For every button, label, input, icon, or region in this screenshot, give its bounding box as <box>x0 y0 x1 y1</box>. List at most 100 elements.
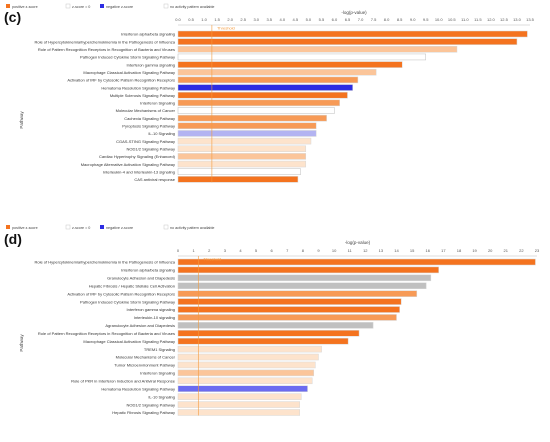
bar <box>177 282 427 290</box>
bar <box>177 290 418 297</box>
category-label: Role of Hypercytokinemia/hyperchemokinem… <box>34 39 175 44</box>
x-tick-label: 0 <box>177 248 180 253</box>
y-axis-title: Pathway <box>19 111 24 129</box>
x-tick-label: 8.0 <box>384 17 390 22</box>
bar <box>177 53 426 61</box>
x-tick-label: 2.0 <box>227 17 233 22</box>
bar <box>177 353 319 361</box>
legend-swatch <box>65 224 71 230</box>
bar <box>177 168 301 175</box>
bar <box>177 137 312 145</box>
bar <box>177 122 317 130</box>
x-tick-label: 3.0 <box>253 17 259 22</box>
x-tick-label: 18 <box>457 248 462 253</box>
x-tick-label: 16 <box>426 248 431 253</box>
x-tick-label: 3 <box>224 248 227 253</box>
category-label: Cardiac Hypertrophy Signaling (Enhanced) <box>99 154 176 159</box>
category-label: Multiple Sclerosis Signaling Pathway <box>110 93 175 98</box>
bar <box>177 61 403 68</box>
category-label: IL-10 Signaling <box>148 131 175 136</box>
bar <box>177 160 307 168</box>
x-tick-label: 1 <box>192 248 195 253</box>
bar <box>177 306 400 313</box>
panel-label: (d) <box>4 231 22 247</box>
x-tick-label: 21 <box>504 248 509 253</box>
bar <box>177 330 360 337</box>
x-axis-title: -log(p-value) <box>345 240 371 245</box>
x-tick-label: 10.5 <box>448 17 457 22</box>
category-label: Macrophage Alternative Activation Signal… <box>81 162 175 167</box>
x-tick-label: 13.5 <box>526 17 535 22</box>
x-tick-label: 2.5 <box>240 17 246 22</box>
x-tick-label: 3.5 <box>266 17 272 22</box>
bar <box>177 38 518 45</box>
category-label: Role of Hypercytokinemia/hyperchemokinem… <box>34 260 175 265</box>
x-tick-label: 6.5 <box>345 17 351 22</box>
x-tick-label: 6.0 <box>332 17 338 22</box>
x-tick-label: 4.5 <box>293 17 299 22</box>
bar <box>177 314 397 321</box>
threshold-label: Threshold <box>217 26 235 31</box>
bar <box>177 30 528 38</box>
bar <box>177 176 299 183</box>
chart-panel-d: positive z-score z-score = 0 negative z-sc… <box>4 224 540 416</box>
x-tick-label: 23 <box>535 248 540 253</box>
bar <box>177 130 317 137</box>
x-tick-label: 13 <box>379 248 384 253</box>
legend-label: z-score = 0 <box>72 5 90 9</box>
x-tick-label: 5 <box>255 248 258 253</box>
x-tick-label: 9.0 <box>410 17 416 22</box>
category-label: Interferon alpha/beta signaling <box>121 268 175 273</box>
category-label: Interferon gamma signaling <box>127 307 175 312</box>
bar <box>177 369 315 377</box>
bar <box>177 401 300 408</box>
x-tick-label: 4 <box>239 248 242 253</box>
bar <box>177 99 340 107</box>
legend-swatch <box>163 224 169 230</box>
legend-swatch <box>100 225 104 229</box>
x-tick-label: 0.5 <box>188 17 194 22</box>
legend-swatch <box>163 3 169 9</box>
category-label: TREM1 Signaling <box>144 347 175 352</box>
legend-label: no activity pattern available <box>170 5 214 9</box>
category-label: Granulocyte Adhesion and Diapedesis <box>107 276 175 281</box>
legend-swatch <box>100 4 104 8</box>
category-label: Macrophage Classical Activation Signalin… <box>83 70 175 75</box>
bar <box>177 377 313 385</box>
legend-swatch <box>6 4 10 8</box>
x-tick-label: 2 <box>208 248 211 253</box>
category-label: Role of PKR in Interferon Induction and … <box>71 379 176 384</box>
category-label: Activation of IRF by Cytosolic Pattern R… <box>67 78 175 83</box>
category-label: Agranulocyte Adhesion and Diapedesis <box>105 323 175 328</box>
x-tick-label: 15 <box>410 248 415 253</box>
bar <box>177 393 302 400</box>
x-tick-label: 5.0 <box>306 17 312 22</box>
x-tick-label: 10 <box>332 248 337 253</box>
x-tick-label: 1.0 <box>201 17 207 22</box>
bar <box>177 322 374 329</box>
x-tick-label: 9.5 <box>423 17 429 22</box>
x-tick-label: 7.0 <box>358 17 364 22</box>
x-tick-label: 22 <box>519 248 524 253</box>
category-label: IL-10 Signaling <box>148 394 175 399</box>
category-label: CGAS-STING Signaling Pathway <box>116 139 175 144</box>
threshold-label: Threshold <box>203 257 221 262</box>
bar <box>177 337 349 345</box>
bar <box>177 76 359 84</box>
category-label: Interferon alpha/beta signaling <box>121 32 175 37</box>
category-label: NOD1/2 Signaling Pathway <box>127 146 175 151</box>
category-label: Interleukin-10 signaling <box>134 315 175 320</box>
x-tick-label: 10.0 <box>435 17 444 22</box>
x-tick-label: 5.5 <box>319 17 325 22</box>
category-label: Pathogen Induced Cytokine Storm Signalin… <box>80 55 175 60</box>
bar <box>177 107 335 114</box>
x-tick-label: 11.0 <box>461 17 469 22</box>
category-label: Hematoma Resolution Signaling Pathway <box>101 386 175 391</box>
bar <box>177 345 322 353</box>
category-label: Activation of IRF by Cytosolic Pattern R… <box>67 291 175 296</box>
category-label: Molecular Mechanisms of Cancer <box>116 108 176 113</box>
bar <box>177 274 432 282</box>
x-tick-label: 12.5 <box>500 17 509 22</box>
x-tick-label: 17 <box>441 248 446 253</box>
